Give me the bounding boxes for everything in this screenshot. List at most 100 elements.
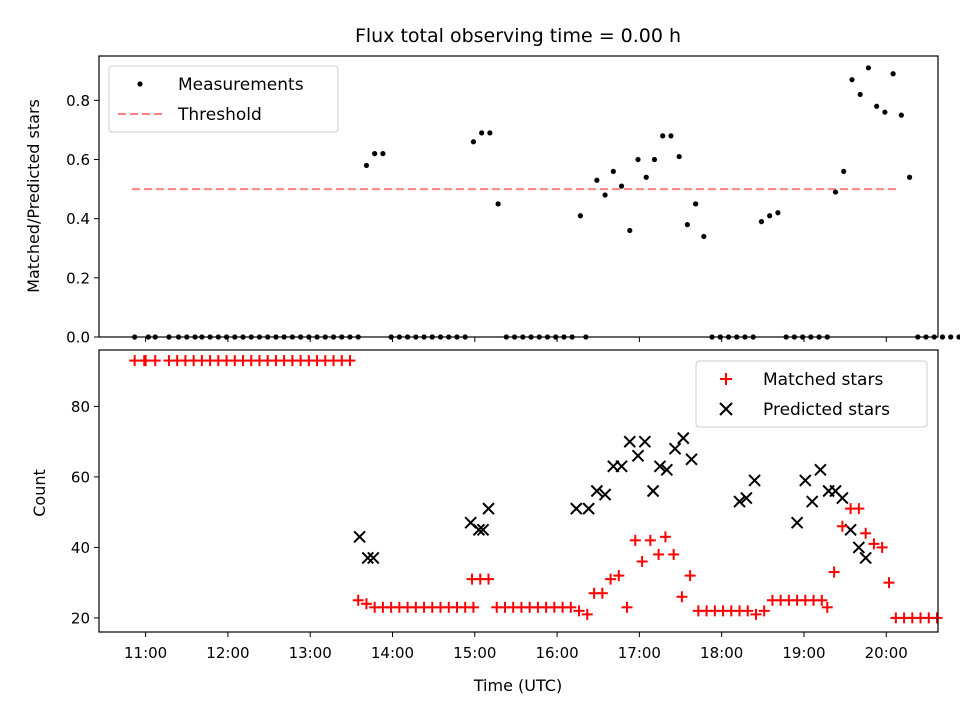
measurement-point [849,77,855,83]
predicted-star-point [748,474,761,487]
top-y-tick-label: 0.0 [66,329,90,347]
measurement-point [594,177,600,183]
measurement-point [470,139,477,145]
top-y-axis-label: Matched/Predicted stars [24,99,43,293]
predicted-star-point [805,495,819,508]
measurement-point [635,156,641,163]
predicted-star-point [623,435,636,448]
predicted-star-point [859,551,872,565]
matched-star-point [931,612,943,624]
predicted-star-point [852,541,866,554]
measurement-point [882,109,888,115]
measurement-point [660,133,666,139]
bottom-x-tick-label: 14:00 [371,644,414,662]
predicted-star-point [646,484,660,498]
matched-star-point [853,503,865,515]
predicted-star-point [367,551,380,565]
matched-star-point [644,534,656,546]
matched-star-point [668,548,680,560]
bottom-x-axis: 11:00 12:00 13:00 14:00 15:00 16:00 17:00 18:00… [124,632,908,662]
matched-star-point [758,605,770,617]
legend-predicted-label: Predicted stars [763,400,890,420]
bottom-y-axis: 20 40 60 80 [71,398,99,627]
top-title: Flux total observing time = 0.00 h [355,25,681,47]
matched-star-point [868,538,880,550]
legend-predicted-marker [719,402,733,416]
matched-star-point [876,541,888,553]
measurement-point [701,233,707,240]
measurement-point [602,192,608,198]
matched-star-point [676,591,688,603]
legend-matched-marker [720,373,732,385]
bottom-y-tick-label: 40 [71,539,90,557]
measurement-point [865,65,872,71]
predicted-star-point [660,463,674,477]
predicted-star-point [353,530,366,544]
measurement-point [577,213,584,219]
matched-star-point [653,548,665,560]
predicted-star-point [685,453,698,466]
predicted-star-point [590,484,604,498]
measurement-point [758,219,765,225]
measurement-point [898,112,904,118]
bottom-x-tick-label: 13:00 [289,644,332,662]
predicted-star-point [482,502,495,515]
top-legend-box [108,65,339,133]
measurement-point [651,156,658,163]
top-y-tick-label: 0.8 [66,92,90,110]
predicted-star-point [668,442,682,455]
measurement-point [948,334,954,340]
measurement-point [832,189,839,195]
top-legend: Measurements Threshold [108,65,339,133]
bottom-x-tick-label: 16:00 [535,644,578,662]
measurement-point [610,168,616,174]
measurement-point [380,151,386,157]
matched-star-point [140,355,152,367]
matched-star-point [360,598,372,610]
measurement-point [775,210,781,216]
measurement-point [372,151,378,157]
bottom-x-axis-label: Time (UTC) [473,676,562,695]
measurement-point [939,334,946,340]
measurement-point [668,133,674,139]
measurement-point [363,162,370,169]
matched-star-point [621,601,633,613]
matched-star-point [836,520,848,532]
bottom-x-tick-label: 20:00 [865,644,908,662]
top-axes-frame [98,55,939,338]
measurement-point [906,174,913,180]
predicted-star-point [740,491,753,505]
matched-star-point [467,601,479,613]
bottom-x-tick-label: 15:00 [453,644,496,662]
predicted-star-point [733,495,746,508]
matched-star-point [684,570,696,582]
legend-matched-label: Matched stars [763,370,883,390]
measurement-point [487,130,493,136]
predicted-star-point [638,435,652,448]
measurement-point [495,201,501,207]
predicted-star-point [472,523,486,536]
measurement-point [874,103,880,109]
predicted-star-point [653,460,667,473]
bottom-y-tick-label: 80 [71,398,90,416]
predicted-star-point [598,488,612,501]
top-y-axis: 0.0 0.2 0.4 0.6 0.8 [66,92,99,347]
predicted-star-point [476,523,490,536]
bottom-y-axis-label: Count [30,469,49,517]
matched-star-point [352,594,364,606]
bottom-x-tick-label: 19:00 [782,644,825,662]
predicted-star-point [836,491,849,505]
matched-star-point [750,608,762,620]
bottom-x-tick-label: 12:00 [206,644,249,662]
predicted-star-point [790,516,804,529]
matched-star-point [573,605,585,617]
measurement-point [676,153,682,160]
predicted-star-point [582,502,595,515]
matched-star-point [883,577,895,589]
matched-star-point [129,355,141,367]
matched-star-point [483,573,495,585]
measurement-point [693,201,699,207]
measurement-point [767,213,773,219]
bottom-data-layer [129,355,943,624]
matched-star-point [828,566,840,578]
